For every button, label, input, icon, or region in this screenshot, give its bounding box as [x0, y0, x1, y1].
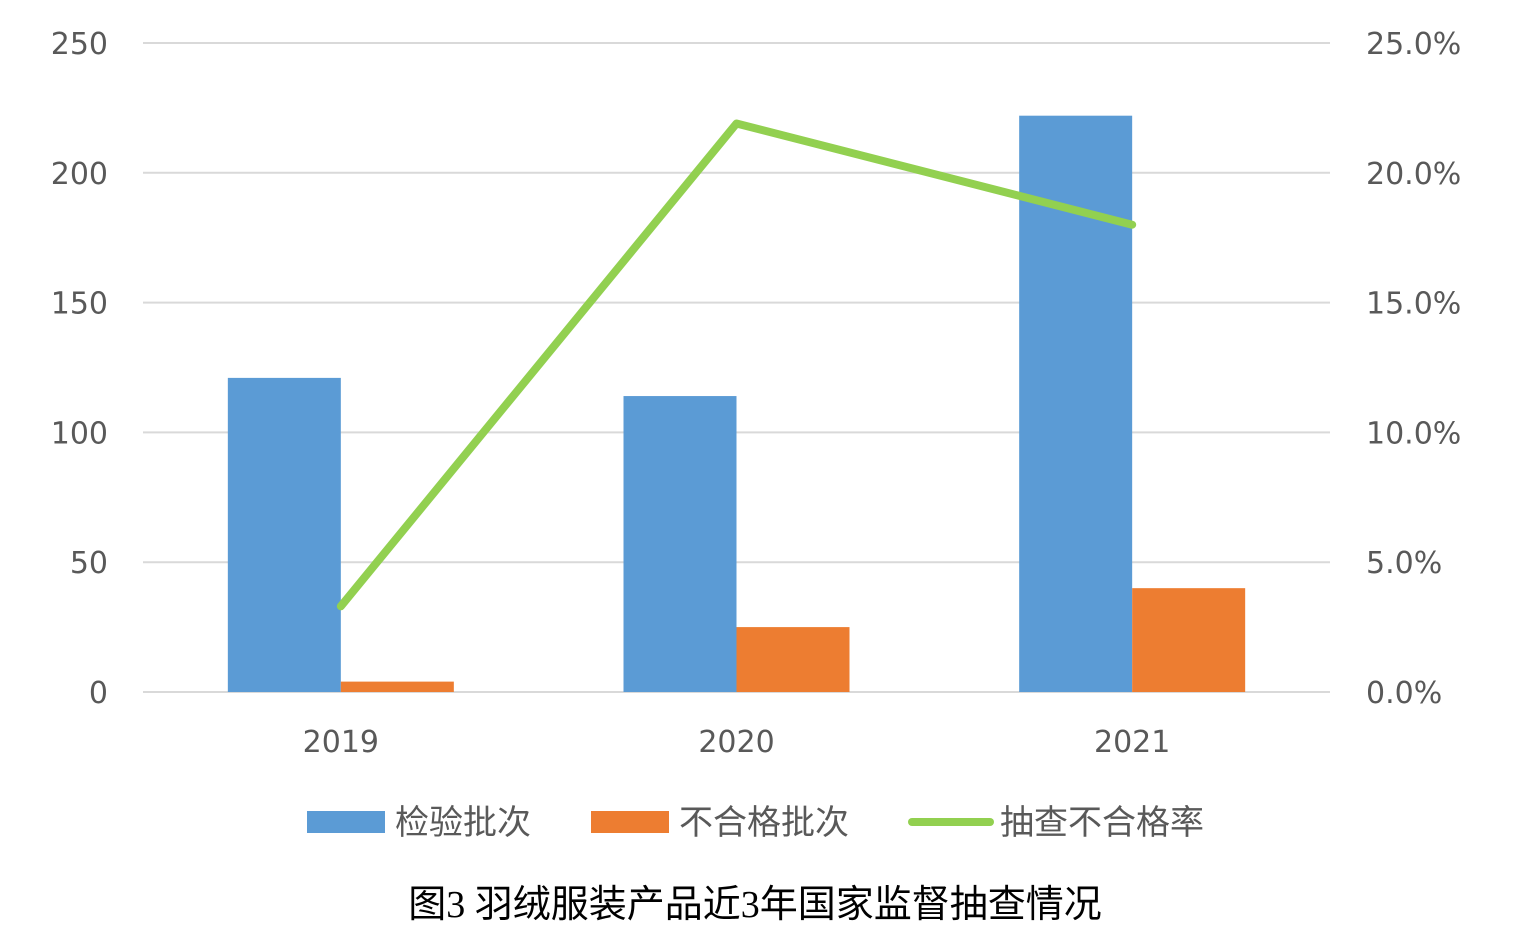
bar-failed-2019 [340, 681, 454, 692]
left-tick-label: 250 [51, 27, 108, 62]
bars [227, 115, 1246, 693]
bar-inspected-2019 [227, 377, 341, 692]
right-tick-label: 5.0% [1366, 546, 1442, 581]
left-tick-label: 100 [51, 416, 108, 451]
bar-failed-2020 [736, 627, 850, 692]
right-axis-ticks: 0.0% 5.0% 10.0% 15.0% 20.0% 25.0% [1366, 27, 1461, 711]
right-tick-label: 25.0% [1366, 27, 1461, 62]
rate-line-path [336, 119, 1137, 611]
left-tick-label: 0 [89, 676, 108, 711]
x-tick-label: 2019 [303, 725, 379, 760]
legend-label: 抽查不合格率 [1000, 803, 1204, 843]
figure-caption: 图3 羽绒服装产品近3年国家监督抽查情况 [408, 884, 1102, 926]
legend: 检验批次 不合格批次 抽查不合格率 [307, 803, 1204, 843]
left-tick-label: 200 [51, 157, 108, 192]
legend-item-rate: 抽查不合格率 [908, 803, 1204, 843]
right-tick-label: 15.0% [1366, 287, 1461, 322]
legend-label: 检验批次 [395, 803, 531, 843]
bar-failed-2021 [1132, 588, 1246, 692]
left-tick-label: 50 [70, 546, 108, 581]
legend-label: 不合格批次 [679, 803, 849, 843]
x-tick-label: 2020 [698, 725, 774, 760]
right-tick-label: 10.0% [1366, 416, 1461, 451]
left-axis-ticks: 0 50 100 150 200 250 [51, 27, 108, 711]
right-tick-label: 0.0% [1366, 676, 1442, 711]
legend-item-failed: 不合格批次 [591, 803, 849, 843]
left-tick-label: 150 [51, 287, 108, 322]
bar-inspected-2020 [623, 396, 737, 692]
rate-line [336, 119, 1137, 611]
legend-item-inspected: 检验批次 [307, 803, 531, 843]
legend-swatch [591, 811, 669, 833]
x-axis-ticks: 2019 2020 2021 [303, 725, 1171, 760]
right-tick-label: 20.0% [1366, 157, 1461, 192]
x-tick-label: 2021 [1094, 725, 1170, 760]
legend-swatch [307, 811, 385, 833]
